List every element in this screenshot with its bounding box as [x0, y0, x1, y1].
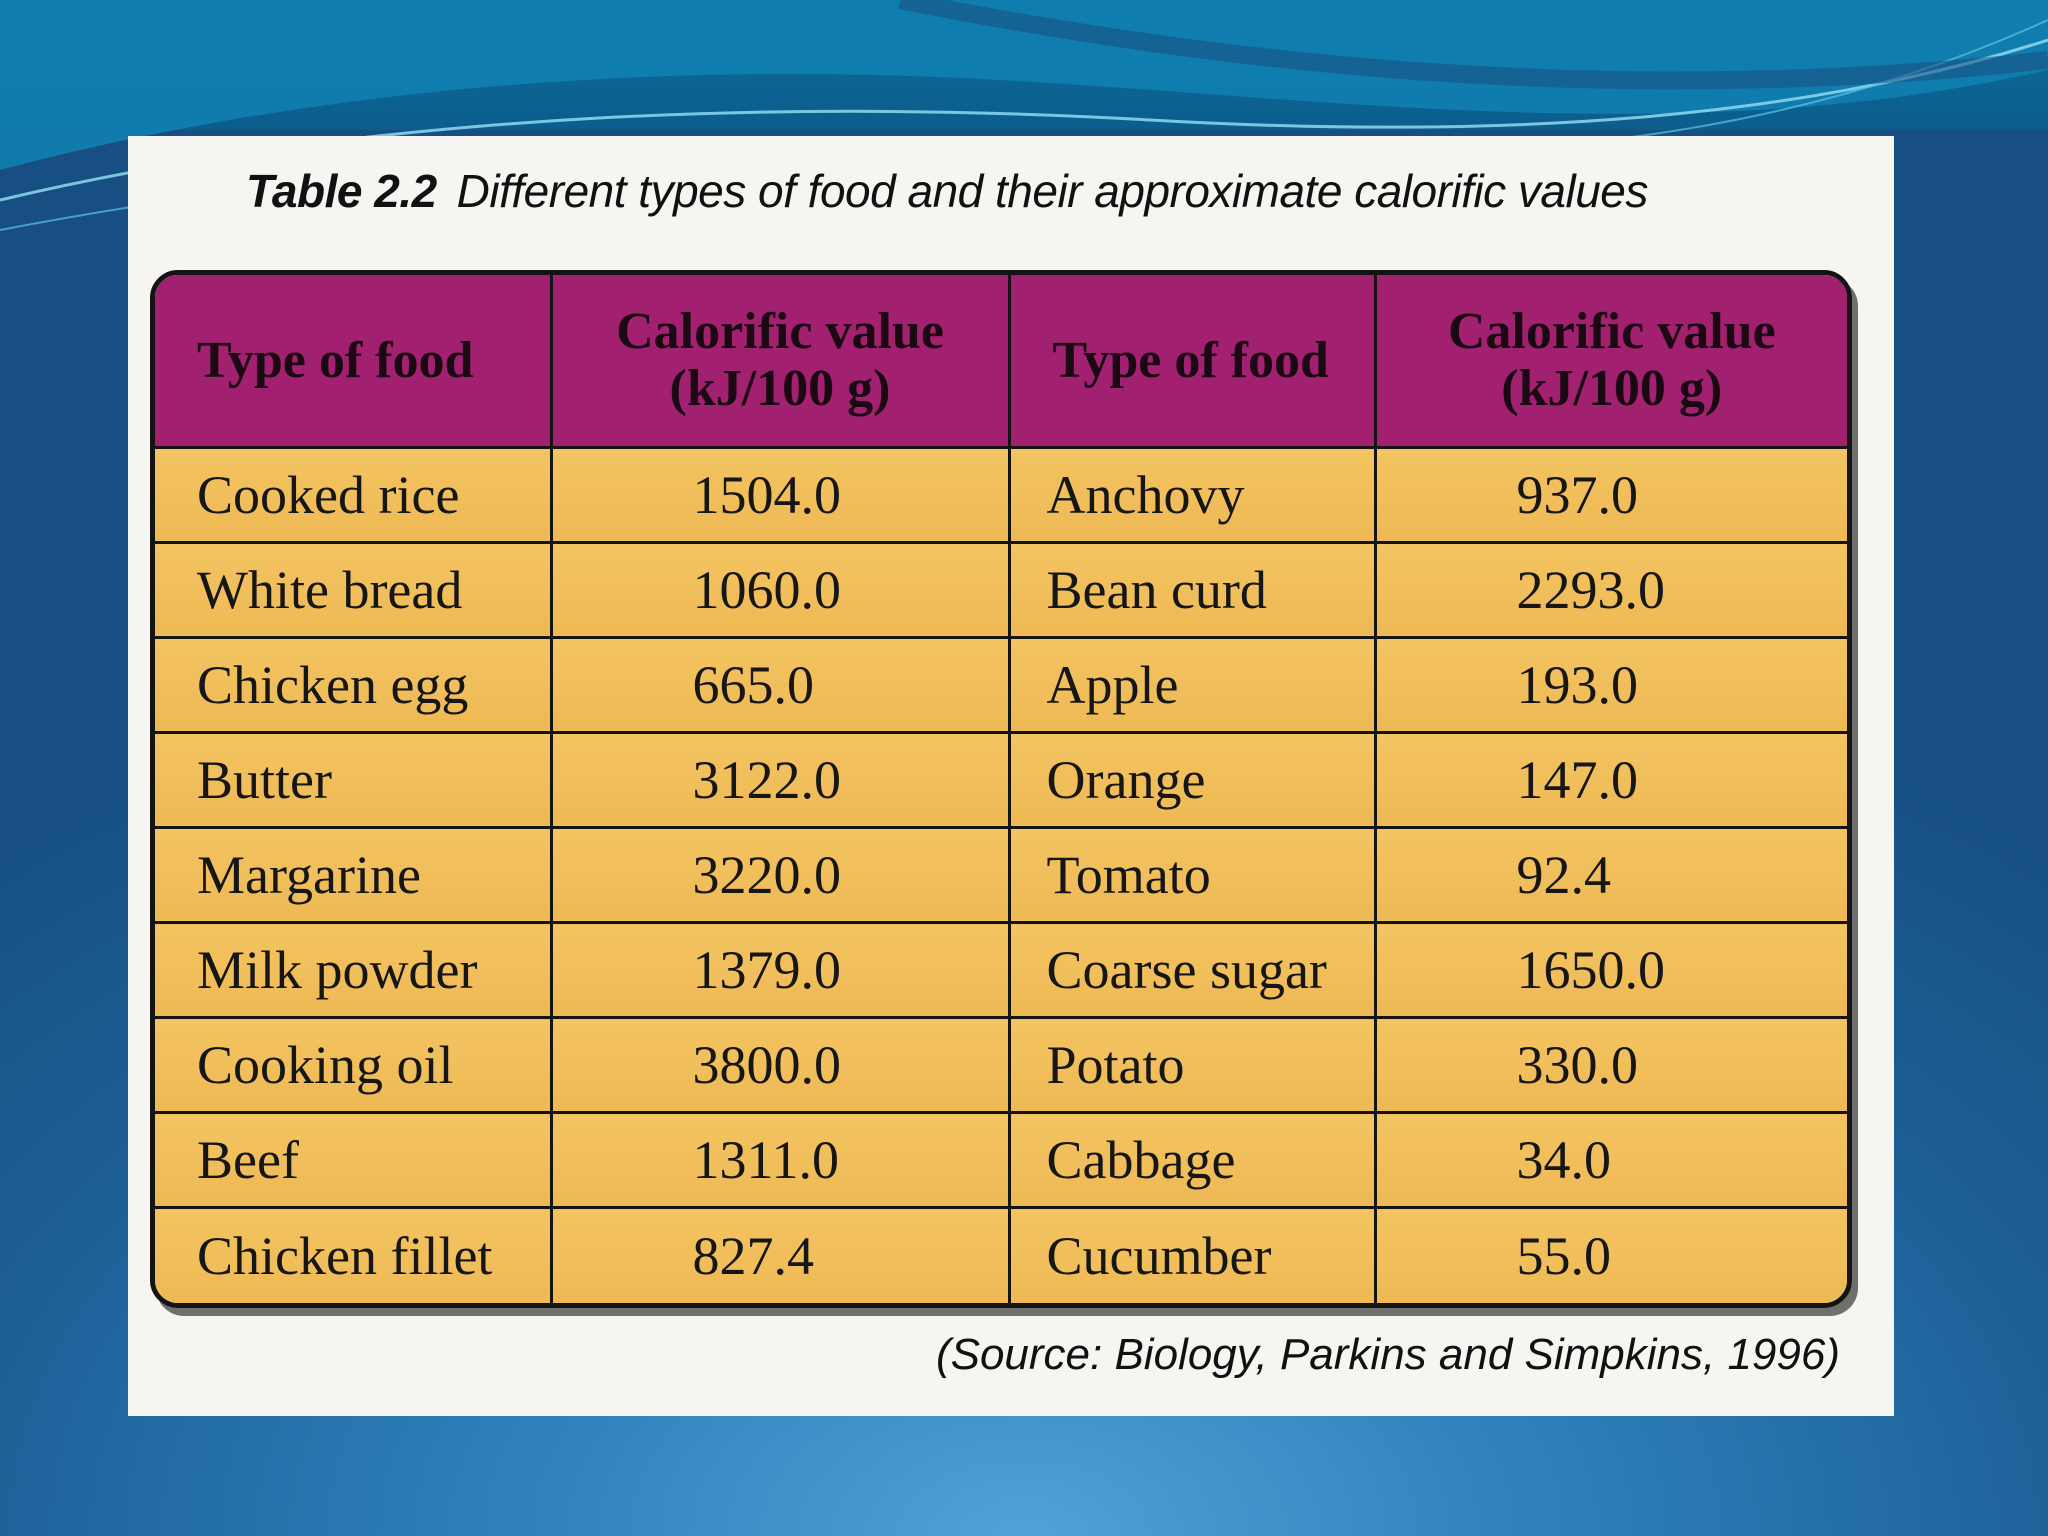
table-row: Cooked rice 1504.0 Anchovy 937.0: [155, 445, 1847, 544]
header-calorific-value-2: Calorific value (kJ/100 g): [1373, 275, 1847, 449]
calorific-value-cell: 3122.0: [549, 730, 1011, 829]
food-name-cell: Bean curd: [1007, 540, 1377, 639]
table-header-row: Type of food Calorific value (kJ/100 g) …: [155, 275, 1847, 449]
header-type-of-food-1: Type of food: [155, 275, 553, 449]
table-row: Chicken fillet 827.4 Cucumber 55.0: [155, 1206, 1847, 1303]
calorific-value-cell: 937.0: [1373, 445, 1847, 544]
food-name-cell: Cooking oil: [155, 1016, 553, 1115]
calorific-value-cell: 34.0: [1373, 1111, 1847, 1210]
table-row: Chicken egg 665.0 Apple 193.0: [155, 635, 1847, 734]
calorific-value-cell: 1060.0: [549, 540, 1011, 639]
calorific-value-cell: 1504.0: [549, 445, 1011, 544]
food-name-cell: Chicken fillet: [155, 1206, 553, 1303]
food-name-cell: Margarine: [155, 825, 553, 925]
food-name-cell: Anchovy: [1007, 445, 1377, 544]
calorific-value-cell: 665.0: [549, 635, 1011, 734]
table-row: Beef 1311.0 Cabbage 34.0: [155, 1111, 1847, 1210]
food-name-cell: Milk powder: [155, 921, 553, 1020]
food-name-cell: Cooked rice: [155, 445, 553, 544]
calorific-value-cell: 1311.0: [549, 1111, 1011, 1210]
food-name-cell: Cabbage: [1007, 1111, 1377, 1210]
table-row: Butter 3122.0 Orange 147.0: [155, 730, 1847, 829]
food-name-cell: Beef: [155, 1111, 553, 1210]
header-calorific-value-2-line1: Calorific value: [1447, 303, 1776, 361]
calorific-value-cell: 3220.0: [549, 825, 1011, 925]
calorific-value-cell: 2293.0: [1373, 540, 1847, 639]
food-name-cell: Apple: [1007, 635, 1377, 734]
header-calorific-value-1-line1: Calorific value: [616, 303, 944, 361]
calorific-value-table: Type of food Calorific value (kJ/100 g) …: [150, 270, 1852, 1308]
source-citation: (Source: Biology, Parkins and Simpkins, …: [935, 1330, 1840, 1379]
table-row: White bread 1060.0 Bean curd 2293.0: [155, 540, 1847, 639]
header-calorific-value-1: Calorific value (kJ/100 g): [549, 275, 1011, 449]
calorific-value-cell: 330.0: [1373, 1016, 1847, 1115]
calorific-value-cell: 92.4: [1373, 825, 1847, 925]
calorific-value-cell: 147.0: [1373, 730, 1847, 829]
header-type-of-food-2: Type of food: [1007, 275, 1377, 449]
food-name-cell: Orange: [1007, 730, 1377, 829]
table-row: Milk powder 1379.0 Coarse sugar 1650.0: [155, 921, 1847, 1020]
table-caption-label: Table 2.2: [246, 165, 437, 217]
header-calorific-value-1-line2: (kJ/100 g): [669, 360, 891, 418]
calorific-value-cell: 827.4: [549, 1206, 1011, 1303]
calorific-value-cell: 1379.0: [549, 921, 1011, 1020]
table-row: Cooking oil 3800.0 Potato 330.0: [155, 1016, 1847, 1115]
calorific-value-cell: 193.0: [1373, 635, 1847, 734]
food-name-cell: Chicken egg: [155, 635, 553, 734]
food-name-cell: Cucumber: [1007, 1206, 1377, 1303]
table-image-card: Table 2.2 Different types of food and the…: [128, 136, 1894, 1416]
calorific-value-cell: 3800.0: [549, 1016, 1011, 1115]
table-row: Margarine 3220.0 Tomato 92.4: [155, 825, 1847, 925]
table-caption-text: Different types of food and their approx…: [456, 165, 1649, 217]
food-name-cell: Tomato: [1007, 825, 1377, 925]
header-calorific-value-2-line2: (kJ/100 g): [1501, 360, 1723, 418]
food-name-cell: Butter: [155, 730, 553, 829]
calorific-value-cell: 1650.0: [1373, 921, 1847, 1020]
table-caption: Table 2.2 Different types of food and the…: [246, 164, 1648, 218]
food-name-cell: Coarse sugar: [1007, 921, 1377, 1020]
food-name-cell: Potato: [1007, 1016, 1377, 1115]
calorific-value-cell: 55.0: [1373, 1206, 1847, 1303]
food-name-cell: White bread: [155, 540, 553, 639]
